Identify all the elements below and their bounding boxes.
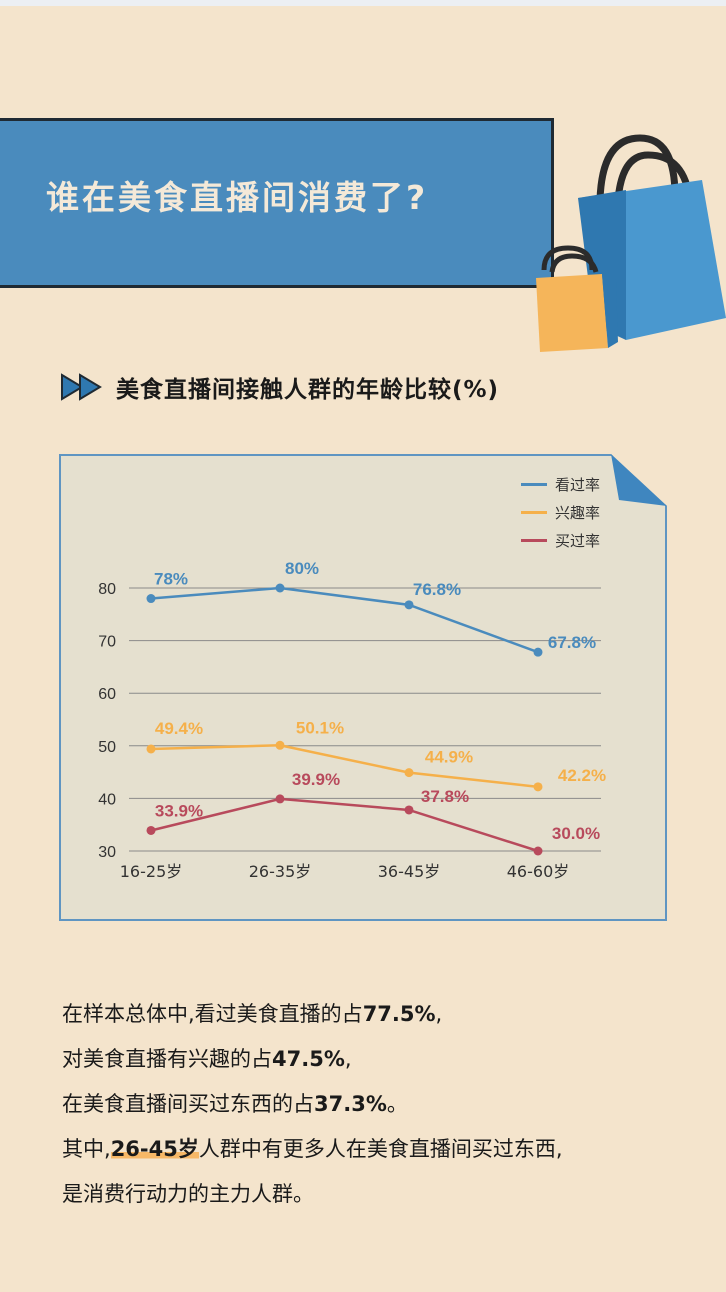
summary-fragment: 在样本总体中,看过美食直播的占 bbox=[62, 1002, 363, 1026]
summary-line: 其中,26-45岁人群中有更多人在美食直播间买过东西, bbox=[62, 1127, 563, 1172]
double-arrow-icon bbox=[61, 373, 102, 401]
summary-line: 对美食直播有兴趣的占47.5%, bbox=[62, 1037, 563, 1082]
y-tick-label: 60 bbox=[98, 686, 116, 703]
top-divider bbox=[0, 0, 726, 6]
y-tick-label: 40 bbox=[98, 791, 116, 808]
summary-fragment: , bbox=[435, 1002, 443, 1026]
summary-fragment: 其中, bbox=[62, 1137, 111, 1161]
data-point bbox=[533, 782, 543, 792]
data-label: 80% bbox=[285, 559, 319, 578]
data-point bbox=[404, 768, 414, 778]
data-point bbox=[404, 805, 414, 815]
summary-value: 47.5% bbox=[272, 1047, 345, 1071]
x-tick-label: 26-35岁 bbox=[249, 862, 312, 881]
series-line bbox=[150, 797, 539, 853]
x-tick-label: 36-45岁 bbox=[378, 862, 441, 881]
legend-label: 买过率 bbox=[555, 531, 601, 550]
summary-value: 37.3% bbox=[314, 1092, 387, 1116]
summary-fragment: 。 bbox=[386, 1092, 408, 1116]
line-chart: 30 40 50 60 70 80 16-25岁 26-35岁 36-45岁 46-60岁 78% 8… bbox=[98, 559, 606, 881]
data-point bbox=[404, 600, 414, 610]
legend-item: 买过率 bbox=[521, 526, 600, 554]
x-tick-label: 16-25岁 bbox=[120, 862, 183, 881]
data-label: 33.9% bbox=[155, 801, 203, 820]
data-label: 50.1% bbox=[296, 718, 344, 737]
shopping-bag-icon bbox=[530, 130, 726, 364]
summary-fragment: 对美食直播有兴趣的占 bbox=[62, 1047, 272, 1071]
summary-fragment: 人群中有更多人在美食直播间买过东西, bbox=[198, 1137, 563, 1161]
series-line bbox=[150, 586, 539, 654]
summary-value: 77.5% bbox=[362, 1002, 436, 1026]
data-point bbox=[533, 846, 543, 856]
data-label: 42.2% bbox=[558, 766, 606, 785]
legend-swatch bbox=[521, 510, 547, 514]
y-tick-label: 50 bbox=[98, 739, 116, 756]
summary-fragment: , bbox=[344, 1047, 352, 1071]
summary-line: 是消费行动力的主力人群。 bbox=[62, 1182, 314, 1206]
chart-subtitle: 美食直播间接触人群的年龄比较(%) bbox=[116, 377, 500, 403]
title-banner: 谁在美食直播间消费了? bbox=[0, 118, 554, 288]
legend-swatch bbox=[521, 482, 547, 486]
data-point bbox=[533, 647, 543, 657]
y-tick-label: 70 bbox=[98, 634, 116, 651]
series-line bbox=[150, 744, 539, 789]
summary-text: 在样本总体中,看过美食直播的占77.5%, 对美食直播有兴趣的占47.5%, 在… bbox=[62, 992, 563, 1217]
data-label: 67.8% bbox=[548, 633, 596, 652]
chart-panel: 30 40 50 60 70 80 16-25岁 26-35岁 36-45岁 46-60岁 78% 8… bbox=[59, 454, 667, 921]
data-label: 78% bbox=[154, 570, 188, 589]
x-tick-label: 46-60岁 bbox=[507, 862, 570, 881]
data-point bbox=[146, 594, 156, 604]
summary-line: 在样本总体中,看过美食直播的占77.5%, bbox=[62, 992, 563, 1037]
data-point bbox=[275, 583, 285, 593]
legend-item: 兴趣率 bbox=[521, 498, 600, 526]
y-tick-label: 30 bbox=[98, 844, 116, 861]
data-point bbox=[275, 740, 285, 750]
legend-swatch bbox=[521, 538, 547, 542]
data-point bbox=[146, 744, 156, 754]
data-point bbox=[146, 825, 156, 835]
summary-line: 在美食直播间买过东西的占37.3%。 bbox=[62, 1082, 563, 1127]
data-label: 37.8% bbox=[421, 787, 469, 806]
chart-subtitle-row: 美食直播间接触人群的年龄比较(%) bbox=[60, 370, 499, 404]
page-title: 谁在美食直播间消费了? bbox=[46, 178, 429, 217]
summary-fragment: 在美食直播间买过东西的占 bbox=[62, 1092, 314, 1116]
data-label: 39.9% bbox=[292, 770, 340, 789]
data-label: 30.0% bbox=[552, 824, 600, 843]
data-label: 44.9% bbox=[425, 748, 473, 767]
y-tick-label: 80 bbox=[98, 581, 116, 598]
data-point bbox=[275, 794, 285, 804]
data-label: 49.4% bbox=[155, 719, 203, 738]
legend-label: 看过率 bbox=[555, 475, 601, 494]
highlighted-age-group: 26-45岁 bbox=[110, 1137, 199, 1161]
legend-item: 看过率 bbox=[521, 470, 600, 498]
page-curl-icon bbox=[611, 454, 667, 506]
data-label: 76.8% bbox=[413, 580, 461, 599]
legend-label: 兴趣率 bbox=[555, 503, 601, 522]
chart-legend: 看过率 兴趣率 买过率 bbox=[521, 470, 600, 554]
